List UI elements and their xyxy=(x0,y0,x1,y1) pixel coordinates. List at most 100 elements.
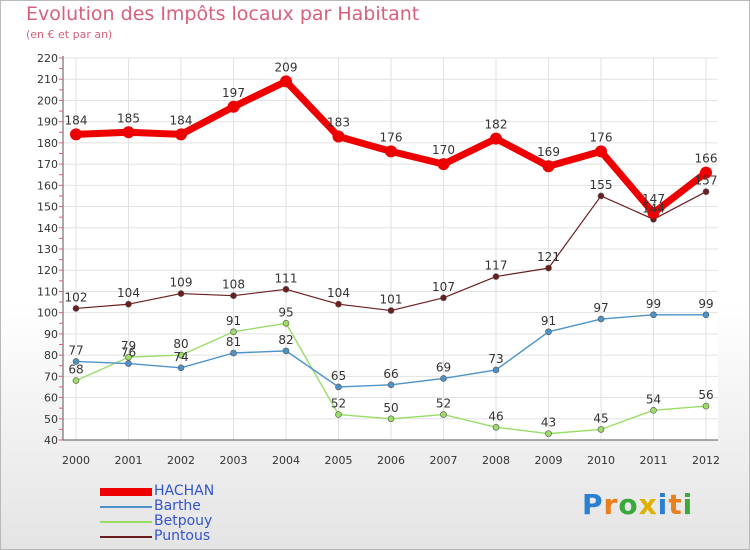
data-label-barthe-2012: 99 xyxy=(698,297,713,311)
legend-swatch-hachan xyxy=(100,488,152,496)
data-label-barthe-2008: 73 xyxy=(488,352,503,366)
y-tick-label-50: 50 xyxy=(44,413,58,426)
legend-item-hachan: HACHAN xyxy=(100,484,300,499)
data-point-betpouy-2009 xyxy=(545,430,552,437)
x-tick-label-2008: 2008 xyxy=(482,454,510,467)
y-tick-label-220: 220 xyxy=(37,52,58,65)
chart-subtitle: (en € et par an) xyxy=(26,28,113,41)
data-point-puntous-2009 xyxy=(545,264,552,272)
data-point-betpouy-2002 xyxy=(177,351,185,359)
y-tick-label-210: 210 xyxy=(37,73,58,86)
x-tick-label-2003: 2003 xyxy=(220,454,248,467)
data-label-puntous-2003: 108 xyxy=(222,278,245,292)
logo-letter: x xyxy=(638,488,658,521)
data-label-hachan-2009: 169 xyxy=(537,145,560,159)
data-point-hachan-2000 xyxy=(70,128,82,141)
data-label-betpouy-2010: 45 xyxy=(593,411,608,425)
data-label-puntous-2001: 104 xyxy=(117,286,140,300)
data-label-betpouy-2003: 91 xyxy=(226,314,241,328)
data-label-hachan-2002: 184 xyxy=(170,113,193,127)
data-point-betpouy-2006 xyxy=(387,415,395,423)
data-label-barthe-2007: 69 xyxy=(436,360,451,374)
data-point-hachan-2011 xyxy=(647,206,660,219)
x-tick-label-2007: 2007 xyxy=(430,454,458,467)
data-point-hachan-2003 xyxy=(227,100,240,113)
data-point-hachan-2010 xyxy=(595,145,607,158)
legend-swatch-betpouy xyxy=(100,521,152,523)
data-label-puntous-2007: 107 xyxy=(432,280,455,294)
logo-letter: r xyxy=(603,488,619,521)
logo-letter: o xyxy=(618,488,639,521)
y-tick-label-100: 100 xyxy=(37,307,58,320)
data-point-barthe-2011 xyxy=(650,311,657,319)
legend-label-betpouy: Betpouy xyxy=(154,513,213,529)
data-point-betpouy-2011 xyxy=(650,406,657,414)
data-point-barthe-2007 xyxy=(440,375,447,382)
data-label-betpouy-2006: 50 xyxy=(383,401,398,415)
data-label-puntous-2009: 121 xyxy=(537,250,560,264)
data-label-hachan-2006: 176 xyxy=(380,130,403,144)
data-point-betpouy-2008 xyxy=(492,423,500,431)
x-tick-label-2001: 2001 xyxy=(115,454,143,467)
data-point-puntous-2006 xyxy=(387,307,395,314)
data-label-hachan-2011: 147 xyxy=(642,192,665,206)
legend-swatch-puntous xyxy=(100,536,152,538)
data-point-hachan-2004 xyxy=(280,75,292,88)
data-point-barthe-2002 xyxy=(177,364,185,372)
data-point-betpouy-2005 xyxy=(335,411,342,418)
data-label-barthe-2002: 74 xyxy=(173,350,188,364)
data-point-puntous-2005 xyxy=(335,300,342,308)
data-label-betpouy-2011: 54 xyxy=(646,392,661,406)
data-point-barthe-2006 xyxy=(387,381,395,389)
data-point-betpouy-2010 xyxy=(597,426,605,433)
data-point-puntous-2004 xyxy=(282,286,290,293)
y-tick-label-170: 170 xyxy=(37,158,58,171)
data-point-barthe-2004 xyxy=(282,347,290,355)
y-tick-label-120: 120 xyxy=(37,264,58,277)
legend-item-betpouy: Betpouy xyxy=(100,514,300,529)
y-tick-label-190: 190 xyxy=(37,116,58,129)
legend-swatch-barthe xyxy=(100,506,152,508)
y-tick-label-80: 80 xyxy=(44,349,58,362)
data-point-hachan-2008 xyxy=(490,132,502,145)
data-label-hachan-2004: 209 xyxy=(275,60,298,74)
y-tick-label-140: 140 xyxy=(37,222,58,235)
data-point-hachan-2012 xyxy=(700,166,712,179)
data-label-betpouy-2007: 52 xyxy=(436,397,451,411)
data-point-barthe-2008 xyxy=(492,366,500,374)
data-point-betpouy-2001 xyxy=(125,353,132,361)
data-point-puntous-2012 xyxy=(702,188,710,195)
data-point-barthe-2012 xyxy=(702,311,710,319)
x-tick-label-2005: 2005 xyxy=(325,454,353,467)
logo-letter: i xyxy=(682,488,694,521)
data-label-hachan-2008: 182 xyxy=(485,118,508,132)
data-point-betpouy-2012 xyxy=(702,402,710,410)
data-label-betpouy-2000: 68 xyxy=(68,363,83,377)
data-label-betpouy-2012: 56 xyxy=(698,388,713,402)
data-label-barthe-2000: 77 xyxy=(68,343,83,357)
y-tick-label-130: 130 xyxy=(37,243,58,256)
data-label-puntous-2000: 102 xyxy=(65,290,88,304)
data-label-barthe-2011: 99 xyxy=(646,297,661,311)
data-point-puntous-2007 xyxy=(440,294,447,302)
data-label-barthe-2005: 65 xyxy=(331,369,346,383)
data-label-puntous-2010: 155 xyxy=(590,178,613,192)
data-point-puntous-2001 xyxy=(125,300,132,308)
legend-item-barthe: Barthe xyxy=(100,499,300,514)
data-point-puntous-2008 xyxy=(492,273,500,280)
x-tick-label-2011: 2011 xyxy=(640,454,668,467)
y-tick-label-40: 40 xyxy=(44,434,58,447)
y-tick-label-200: 200 xyxy=(37,94,58,107)
legend-item-puntous: Puntous xyxy=(100,529,300,544)
y-tick-label-70: 70 xyxy=(44,370,58,383)
y-tick-label-60: 60 xyxy=(44,392,58,405)
legend-label-hachan: HACHAN xyxy=(154,483,215,499)
data-label-puntous-2002: 109 xyxy=(170,276,193,290)
data-point-hachan-2002 xyxy=(175,128,187,141)
data-point-puntous-2010 xyxy=(597,192,605,200)
data-label-betpouy-2009: 43 xyxy=(541,416,556,430)
data-point-betpouy-2000 xyxy=(72,377,80,384)
data-point-barthe-2000 xyxy=(72,358,80,365)
data-label-hachan-2000: 184 xyxy=(65,113,88,127)
